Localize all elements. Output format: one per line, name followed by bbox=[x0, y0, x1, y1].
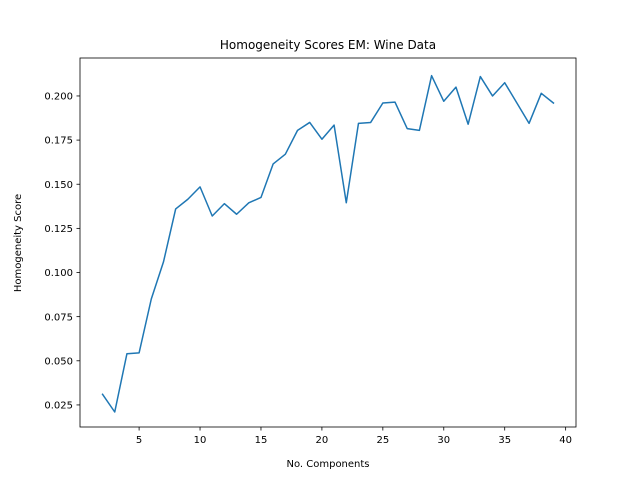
chart-title: Homogeneity Scores EM: Wine Data bbox=[220, 38, 436, 52]
series-line-0 bbox=[101, 74, 555, 413]
x-axis-ticks: 5 10 15 20 25 30 35 40 bbox=[136, 427, 572, 446]
y-tick-label: 0.100 bbox=[44, 268, 73, 279]
y-tick-label: 0.175 bbox=[44, 136, 73, 147]
y-axis-ticks: 0.025 0.050 0.075 0.100 0.125 0.150 0.175 0.200 bbox=[44, 92, 80, 412]
x-tick-label: 10 bbox=[194, 435, 207, 446]
x-tick-label: 25 bbox=[376, 435, 389, 446]
x-tick-label: 15 bbox=[255, 435, 268, 446]
x-tick-label: 20 bbox=[316, 435, 329, 446]
x-tick-label: 5 bbox=[136, 435, 142, 446]
y-tick-label: 0.075 bbox=[44, 312, 73, 323]
x-tick-label: 35 bbox=[498, 435, 511, 446]
y-tick-label: 0.125 bbox=[44, 224, 73, 235]
x-tick-label: 30 bbox=[437, 435, 450, 446]
y-tick-label: 0.050 bbox=[44, 356, 73, 367]
x-tick-label: 40 bbox=[559, 435, 572, 446]
y-tick-label: 0.025 bbox=[44, 401, 73, 412]
axes-frame bbox=[79, 57, 577, 428]
y-tick-label: 0.200 bbox=[44, 92, 73, 103]
y-tick-label: 0.150 bbox=[44, 180, 73, 191]
y-axis-label: Homogeneity Score bbox=[13, 194, 24, 292]
plot-area bbox=[79, 57, 577, 428]
x-axis-label: No. Components bbox=[286, 459, 369, 470]
